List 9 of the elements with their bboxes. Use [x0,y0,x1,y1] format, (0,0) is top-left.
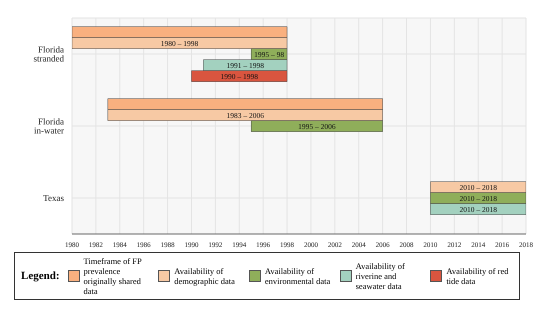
legend-label: Timeframe of FP prevalence originally shared data [84,256,142,296]
legend-label: Availability of red tide data [446,266,510,286]
legend-label: Availability of riverine and seawater data [356,261,406,291]
legend-title: Legend: [21,270,60,282]
legend-label: Availability of environmental data [264,266,332,286]
y-tick-label: Texas [43,193,64,204]
legend-label: Availability of demographic data [174,266,236,286]
y-tick-label: Florida stranded [34,44,64,64]
y-tick-label: Florida in-water [34,116,64,136]
